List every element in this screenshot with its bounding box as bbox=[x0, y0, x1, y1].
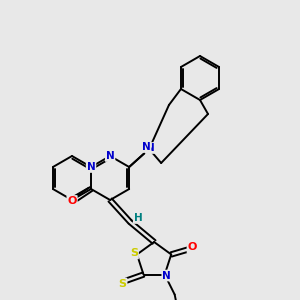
Text: N: N bbox=[106, 151, 115, 161]
Text: N: N bbox=[142, 142, 151, 152]
Text: S: S bbox=[130, 248, 138, 258]
Text: S: S bbox=[118, 279, 127, 289]
Text: N: N bbox=[162, 271, 171, 281]
Text: N: N bbox=[146, 143, 154, 153]
Text: O: O bbox=[188, 242, 197, 252]
Text: H: H bbox=[134, 213, 142, 223]
Text: N: N bbox=[87, 162, 95, 172]
Text: O: O bbox=[68, 196, 77, 206]
